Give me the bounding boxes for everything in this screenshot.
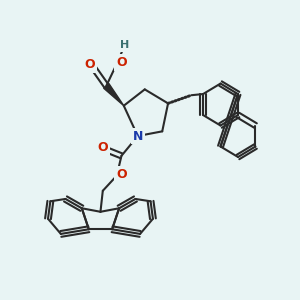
Text: O: O bbox=[116, 56, 127, 69]
Polygon shape bbox=[104, 84, 124, 106]
Text: O: O bbox=[85, 58, 95, 71]
Text: O: O bbox=[116, 168, 127, 181]
Text: N: N bbox=[133, 130, 143, 142]
Text: O: O bbox=[98, 141, 108, 154]
Text: H: H bbox=[120, 40, 130, 50]
